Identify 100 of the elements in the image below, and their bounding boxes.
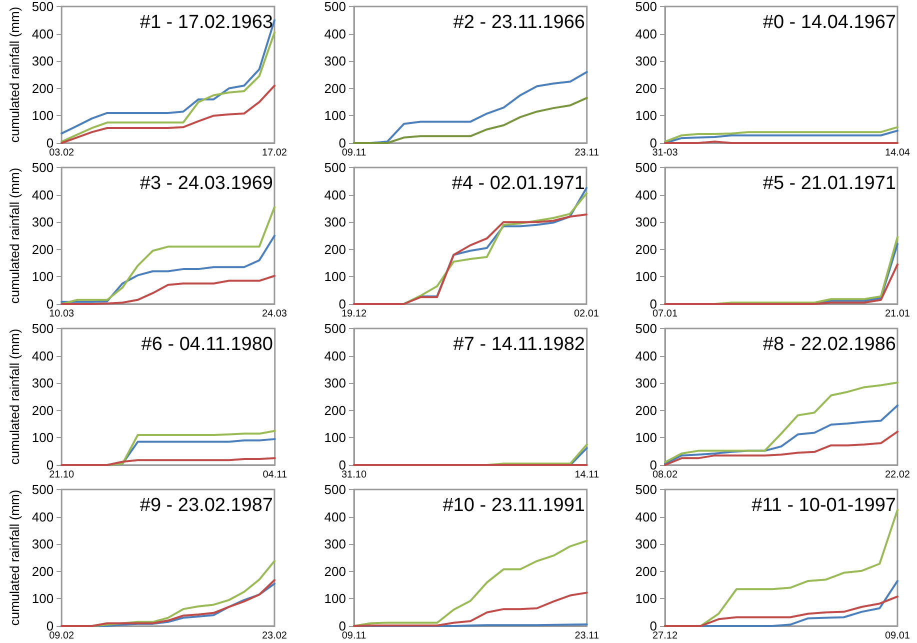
x-tick-label: 23.11 — [574, 630, 600, 642]
y-tick-label: 400 — [32, 348, 54, 364]
x-tick-label: 09.11 — [342, 630, 367, 642]
y-tick-label: 500 — [635, 321, 657, 336]
x-tick-label: 08.02 — [652, 470, 678, 480]
y-tick-label: 300 — [32, 214, 54, 230]
x-tick-label: 27.12 — [652, 630, 678, 642]
x-tick-label: 09.01 — [884, 630, 910, 642]
x-tick-label: 23.11 — [574, 148, 600, 158]
y-tick-label: 100 — [324, 430, 346, 446]
x-tick-label: 31-03 — [652, 148, 678, 158]
y-axis-title: cumulated rainfall (mm) — [7, 6, 22, 143]
y-tick-label: 200 — [324, 564, 346, 579]
y-tick-label: 500 — [32, 482, 54, 497]
y-axis-title: cumulated rainfall (mm) — [7, 328, 22, 465]
chart-title: #3 - 24.03.1969 — [140, 173, 274, 194]
x-tick-label: 17.02 — [262, 148, 288, 158]
y-tick-label: 300 — [635, 214, 657, 230]
y-tick-label: 100 — [324, 591, 346, 606]
x-tick-label: 02.01 — [574, 308, 600, 320]
y-tick-label: 400 — [32, 26, 54, 42]
y-tick-label: 500 — [324, 321, 346, 336]
y-tick-label: 100 — [324, 108, 346, 124]
y-tick-label: 400 — [635, 509, 657, 524]
y-tick-label: 500 — [32, 160, 54, 175]
y-tick-label: 500 — [635, 0, 657, 14]
y-tick-label: 300 — [635, 376, 657, 391]
x-tick-label: 07.01 — [652, 308, 678, 320]
y-tick-label: 400 — [324, 26, 346, 42]
x-tick-label: 21.01 — [884, 308, 910, 320]
y-tick-label: 300 — [635, 54, 657, 69]
chart-title: #9 - 23.02.1987 — [140, 495, 274, 516]
chart-title: #7 - 14.11.1982 — [453, 334, 585, 355]
y-tick-label: 400 — [324, 187, 346, 202]
y-tick-label: 100 — [32, 591, 54, 606]
y-tick-label: 400 — [324, 348, 346, 364]
y-tick-label: 300 — [324, 376, 346, 391]
y-tick-label: 400 — [635, 26, 657, 42]
x-tick-label: 10.03 — [49, 308, 75, 320]
y-tick-label: 100 — [635, 269, 657, 284]
x-tick-label: 21.10 — [49, 470, 75, 480]
x-tick-label: 22.02 — [884, 470, 910, 480]
y-tick-label: 500 — [635, 160, 657, 175]
x-tick-label: 31.10 — [341, 470, 367, 480]
chart-title: #5 - 21.01.1971 — [762, 173, 896, 194]
chart-title: #2 - 23.11.1966 — [453, 12, 585, 33]
y-tick-label: 300 — [635, 536, 657, 552]
y-tick-label: 100 — [635, 108, 657, 124]
y-tick-label: 200 — [324, 80, 346, 96]
x-tick-label: 09.11 — [342, 148, 367, 158]
x-tick-label: 09.02 — [49, 630, 75, 642]
chart-title: #4 - 02.01.1971 — [452, 173, 586, 194]
x-tick-label: 23.02 — [262, 630, 288, 642]
y-tick-label: 200 — [635, 242, 657, 257]
y-tick-label: 500 — [324, 160, 346, 175]
x-tick-label: 19.12 — [341, 308, 367, 320]
y-tick-label: 300 — [324, 214, 346, 230]
y-tick-label: 200 — [32, 564, 54, 579]
y-tick-label: 200 — [324, 402, 346, 418]
y-tick-label: 200 — [32, 402, 54, 418]
y-tick-label: 200 — [635, 564, 657, 579]
y-tick-label: 100 — [635, 591, 657, 606]
y-tick-label: 100 — [324, 269, 346, 284]
y-tick-label: 100 — [32, 269, 54, 284]
y-tick-label: 100 — [32, 430, 54, 446]
y-tick-label: 500 — [32, 321, 54, 336]
y-tick-label: 500 — [324, 0, 346, 14]
y-tick-label: 100 — [635, 430, 657, 446]
x-tick-label: 14.11 — [574, 470, 600, 480]
x-tick-label: 24.03 — [262, 308, 288, 320]
x-tick-label: 04.11 — [262, 470, 288, 480]
y-tick-label: 200 — [32, 242, 54, 257]
y-tick-label: 400 — [32, 187, 54, 202]
y-tick-label: 300 — [324, 536, 346, 552]
y-tick-label: 200 — [635, 402, 657, 418]
chart-title: #6 - 04.11.1980 — [141, 334, 273, 355]
chart-title: #1 - 17.02.1963 — [140, 12, 274, 33]
y-tick-label: 200 — [635, 80, 657, 96]
y-tick-label: 400 — [635, 348, 657, 364]
y-tick-label: 200 — [32, 80, 54, 96]
y-axis-title: cumulated rainfall (mm) — [7, 168, 22, 304]
y-tick-label: 400 — [635, 187, 657, 202]
line-series — [106, 430, 276, 466]
chart-title: #8 - 22.02.1986 — [762, 334, 896, 355]
y-tick-label: 300 — [32, 376, 54, 391]
line-series — [664, 382, 898, 464]
y-tick-label: 200 — [324, 242, 346, 257]
y-tick-label: 300 — [32, 54, 54, 69]
chart-title: #11 - 10-01-1997 — [752, 495, 896, 516]
y-tick-label: 300 — [32, 536, 54, 552]
chart-title: #10 - 23.11.1991 — [442, 495, 586, 516]
y-tick-label: 400 — [324, 509, 346, 524]
y-tick-label: 500 — [32, 0, 54, 14]
x-tick-label: 14.04 — [884, 148, 910, 158]
y-tick-label: 100 — [32, 108, 54, 124]
chart-title: #0 - 14.04.1967 — [762, 12, 896, 33]
y-tick-label: 500 — [635, 482, 657, 497]
y-tick-label: 400 — [32, 509, 54, 524]
y-axis-title: cumulated rainfall (mm) — [7, 490, 22, 626]
y-tick-label: 500 — [324, 482, 346, 497]
